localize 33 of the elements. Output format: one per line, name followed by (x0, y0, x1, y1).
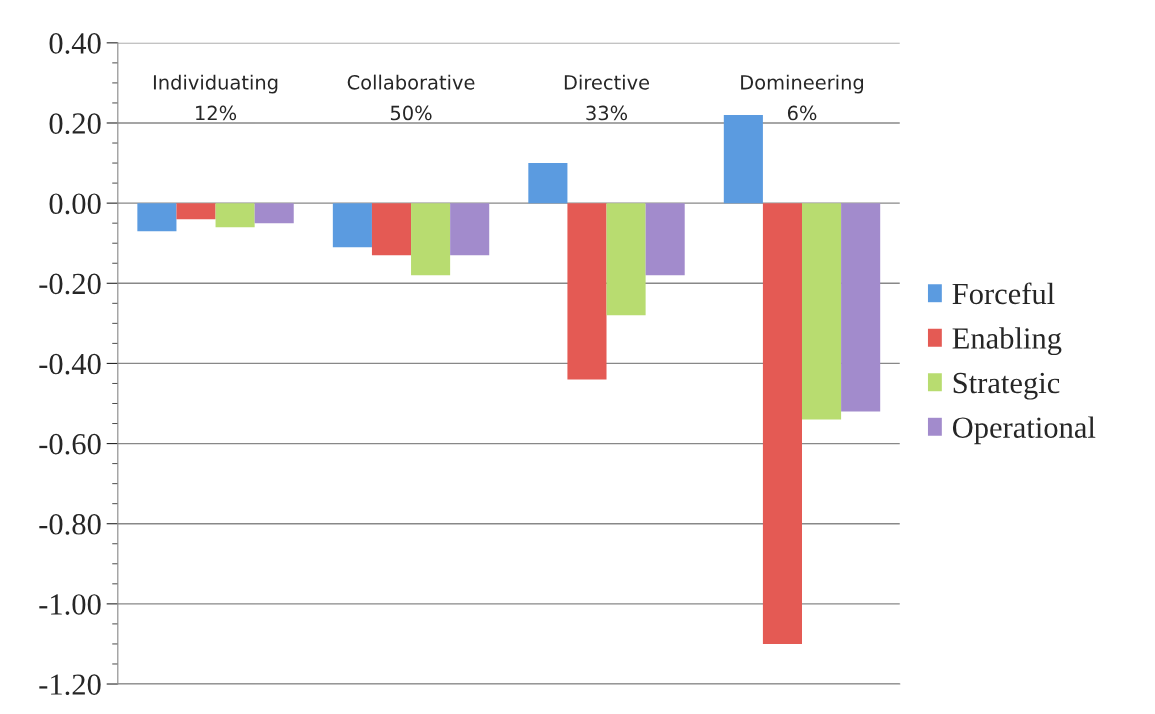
bar (567, 203, 607, 380)
bar (176, 203, 216, 220)
bar (137, 203, 177, 232)
x-tick-label: Directive 33% (564, 74, 650, 121)
x-tick-label: Domineering 6% (741, 74, 863, 121)
y-tick-label: -0.60 (39, 433, 101, 455)
bar (606, 203, 646, 316)
bar (762, 203, 802, 644)
y-tick-label: -0.20 (39, 273, 101, 295)
y-tick-label: 0.20 (49, 113, 101, 135)
y-tick-label: -0.80 (39, 514, 101, 535)
bar (254, 203, 294, 224)
y-tick-label: 0.00 (49, 193, 101, 215)
legend-label: Enabling (952, 327, 1062, 356)
bar (215, 203, 255, 228)
legend-label: Strategic (953, 372, 1060, 400)
y-tick-label: 0.40 (49, 33, 101, 54)
legend-label: Operational (952, 416, 1096, 445)
x-tick-label: Individuating 12% (153, 74, 278, 121)
x-tick-label: Collaborative 50% (347, 74, 475, 121)
bar (411, 203, 451, 276)
bar (802, 203, 842, 420)
bar (645, 203, 685, 276)
y-tick-label: -1.00 (39, 594, 101, 615)
bar (528, 163, 568, 204)
bar (332, 203, 372, 248)
legend-label: Forceful (952, 282, 1055, 305)
bar (450, 203, 490, 256)
bar (371, 203, 412, 256)
bar (841, 203, 881, 412)
bar (723, 114, 763, 204)
y-tick-label: -0.40 (39, 353, 101, 375)
y-tick-label: -1.20 (39, 674, 101, 696)
